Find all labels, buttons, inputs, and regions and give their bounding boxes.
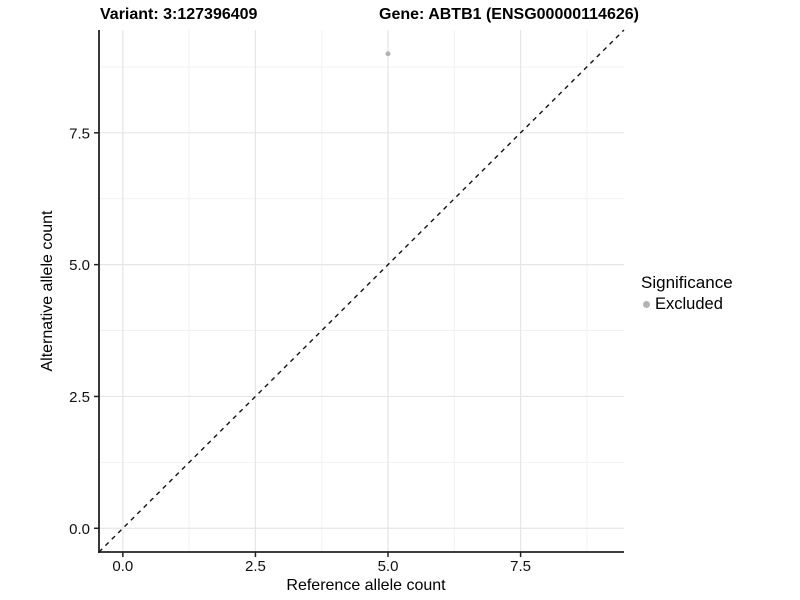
x-tick-label: 7.5 <box>510 558 531 575</box>
legend-item-excluded: Excluded <box>643 295 733 314</box>
legend-title: Significance <box>641 273 733 292</box>
y-tick-label: 7.5 <box>69 125 90 142</box>
x-tick-label: 2.5 <box>245 558 266 575</box>
y-tick-label: 0.0 <box>69 521 90 538</box>
x-tick-label: 0.0 <box>112 558 133 575</box>
y-axis-title: Alternative allele count <box>39 210 56 372</box>
data-point <box>385 51 391 57</box>
x-axis-title: Reference allele count <box>286 577 446 594</box>
y-tick-label: 2.5 <box>69 389 90 406</box>
plot-title-gene: Gene: ABTB1 (ENSG00000114626) <box>379 6 639 23</box>
legend-item-label: Excluded <box>655 295 723 313</box>
x-tick-label: 5.0 <box>378 558 399 575</box>
plot-title-variant: Variant: 3:127396409 <box>100 6 258 23</box>
legend-point-icon <box>643 301 650 308</box>
identity-line <box>98 29 625 553</box>
y-tick-label: 5.0 <box>69 257 90 274</box>
legend: Significance Excluded <box>641 273 733 314</box>
